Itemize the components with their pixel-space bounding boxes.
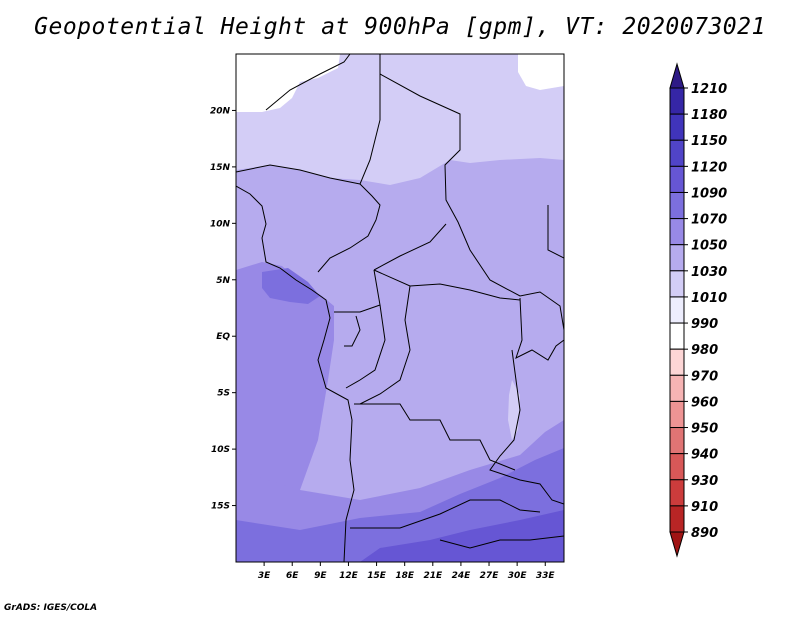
lon-tick-label: 21E (423, 571, 443, 581)
colorbar-label: 1030 (691, 265, 727, 280)
colorbar-swatch (669, 479, 685, 507)
colorbar-swatch (669, 87, 685, 115)
colorbar-label: 1070 (691, 213, 727, 228)
colorbar-swatch (669, 165, 685, 193)
lon-tick-label: 6E (286, 571, 299, 581)
lat-tick-label: 5N (216, 276, 230, 286)
lat-tick-label: EQ (216, 332, 230, 342)
country-borders (236, 54, 564, 562)
colorbar-bottom-triangle (669, 531, 685, 558)
colorbar-label: 950 (691, 422, 718, 437)
colorbar-swatch (669, 218, 685, 246)
lon-tick-label: 24E (452, 571, 472, 581)
colorbar-swatch (669, 400, 685, 429)
colorbar-swatch (669, 191, 685, 220)
colorbar-label: 940 (691, 448, 718, 463)
colorbar: 1210 1180 1150 1120 1090 1070 1050 1030 1010 990 9… (669, 62, 727, 558)
lon-tick-label: 12E (339, 571, 359, 581)
lon-tick-label: 33E (536, 571, 556, 581)
contour-1090-1120-south (360, 510, 564, 562)
lon-tick-label: 18E (395, 571, 415, 581)
colorbar-swatch (669, 113, 685, 141)
colorbar-swatch (669, 139, 685, 167)
colorbar-label: 960 (691, 395, 718, 410)
colorbar-label: 1010 (691, 291, 727, 306)
lat-tick-label: 15S (211, 502, 230, 512)
colorbar-label: 890 (691, 526, 718, 541)
contour-below-1010-west (236, 54, 340, 112)
longitude-ticks: 3E 6E 9E 12E 15E 18E 21E 24E 27E 30E 33E (258, 562, 556, 581)
colorbar-label: 1150 (691, 134, 727, 149)
colorbar-swatch (669, 505, 685, 533)
colorbar-label: 990 (691, 317, 718, 332)
lon-tick-label: 27E (480, 571, 500, 581)
colorbar-swatch (669, 374, 685, 402)
grads-credit: GrADS: IGES/COLA (4, 603, 98, 613)
colorbar-label: 1210 (691, 82, 727, 97)
colorbar-swatch (669, 322, 685, 350)
latitude-ticks: 20N 15N 10N 5N EQ 5S 10S 15S (210, 106, 236, 512)
map-frame (235, 53, 565, 563)
colorbar-swatch (669, 244, 685, 272)
colorbar-label: 970 (691, 369, 718, 384)
colorbar-swatch (669, 296, 685, 324)
colorbar-swatch (669, 453, 685, 481)
contour-below-1010-east (518, 54, 564, 90)
colorbar-top-triangle (669, 62, 685, 89)
colorbar-label: 1120 (691, 160, 727, 175)
colorbar-label: 1090 (691, 186, 727, 201)
contour-1010-1030-north (236, 54, 564, 185)
lon-tick-label: 3E (258, 571, 271, 581)
height-field (236, 54, 564, 562)
map-title: Geopotential Height at 900hPa [gpm], VT:… (34, 14, 766, 40)
lat-tick-label: 10N (210, 219, 231, 229)
colorbar-swatch (669, 270, 685, 298)
colorbar-swatch (669, 427, 685, 455)
colorbar-label: 1180 (691, 108, 727, 123)
colorbar-label: 930 (691, 474, 718, 489)
colorbar-swatch (669, 348, 685, 376)
colorbar-label: 980 (691, 343, 718, 358)
colorbar-label: 1050 (691, 239, 727, 254)
lat-tick-label: 20N (210, 106, 231, 116)
lon-tick-label: 30E (508, 571, 528, 581)
lon-tick-label: 15E (367, 571, 387, 581)
lat-tick-label: 10S (211, 445, 230, 455)
lat-tick-label: 15N (210, 163, 231, 173)
lon-tick-label: 9E (314, 571, 327, 581)
contour-1070-1090-guinea (262, 268, 320, 304)
lat-tick-label: 5S (217, 389, 230, 399)
colorbar-label: 910 (691, 500, 718, 515)
